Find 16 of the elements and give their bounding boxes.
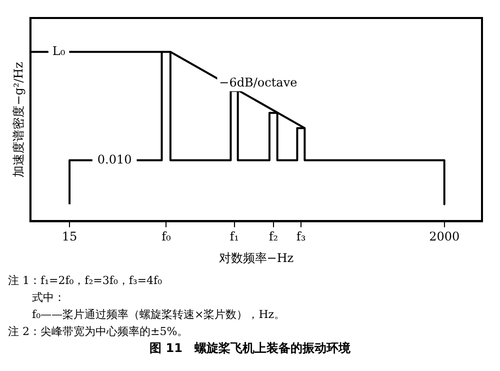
x-tick-label: f₂ <box>268 230 278 244</box>
x-tick-label: 2000 <box>429 230 460 244</box>
annotation: 0.010 <box>97 152 132 166</box>
ref-line-label: L₀ <box>52 44 66 58</box>
text: 注 1：f₁=2f₀，f₂=3f₀，f₃=4f₀ <box>8 273 164 289</box>
x-tick-label: f₀ <box>162 230 172 244</box>
text: f₀——桨片通过频率（螺旋桨转速×桨片数），Hz。 <box>31 307 286 323</box>
text: 式中： <box>31 290 66 306</box>
x-axis-title: 对数频率−Hz <box>218 250 294 265</box>
x-tick-label: f₁ <box>230 230 239 244</box>
series-label: −6dB/octave <box>219 75 298 90</box>
y-axis-title: 加速度谱密度−g²/Hz <box>11 62 26 178</box>
x-tick-label: f₃ <box>296 230 306 244</box>
x-tick-label: 15 <box>62 230 78 244</box>
text: 图 11 螺旋桨飞机上装备的振动环境 <box>148 340 352 357</box>
text: 注 2：尖峰带宽为中心频率的±5%。 <box>8 324 190 340</box>
